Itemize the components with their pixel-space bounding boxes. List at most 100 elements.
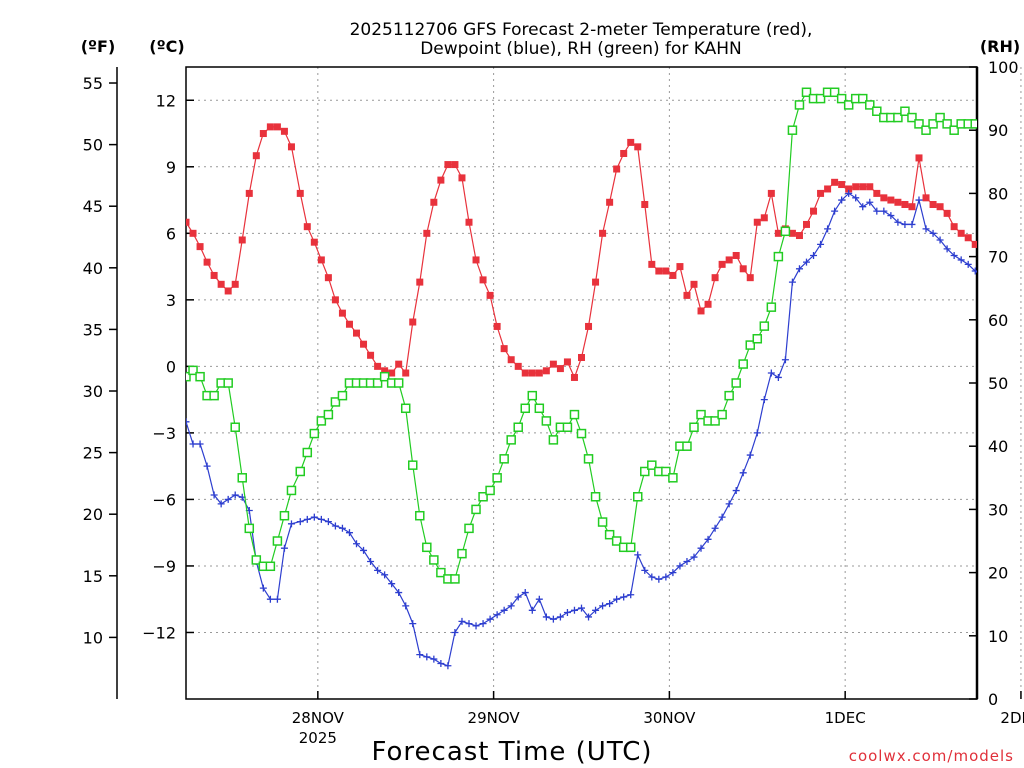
series-clip-group <box>186 87 1014 670</box>
fahrenheit-tick-label: 45 <box>83 197 103 216</box>
rh-point <box>970 119 977 129</box>
dewpoint-point <box>196 440 204 448</box>
dewpoint-point <box>760 396 768 404</box>
rh-point <box>372 378 383 388</box>
temperature-point <box>725 256 733 264</box>
dewpoint-point <box>943 245 951 253</box>
rh-point <box>265 561 276 572</box>
rh-tick-label: 70 <box>988 248 1008 267</box>
temperature-point <box>451 161 459 169</box>
rh-point <box>506 435 516 445</box>
rh-point <box>415 510 425 521</box>
dewpoint-point <box>303 515 311 523</box>
temperature-point <box>310 238 318 246</box>
rh-point <box>787 125 798 135</box>
rh-point <box>450 574 460 584</box>
rh-point <box>647 460 657 470</box>
dewpoint-point <box>697 544 705 552</box>
rh-tick-label: 90 <box>988 121 1008 140</box>
credit-text: coolwx.com/models <box>849 747 1014 765</box>
rh-point <box>286 485 297 496</box>
rh-point <box>682 441 692 451</box>
dewpoint-point <box>287 520 295 528</box>
dewpoint-point <box>259 584 267 592</box>
dewpoint-point <box>374 566 382 574</box>
temperature-point <box>556 365 564 373</box>
dewpoint-point <box>203 462 211 470</box>
rh-point <box>604 529 615 540</box>
celsius-tick-label: 3 <box>166 291 176 310</box>
rh-point <box>752 334 763 344</box>
rh-point <box>738 359 748 369</box>
dewpoint-point <box>217 500 225 508</box>
dewpoint-point <box>367 558 375 566</box>
temperature-point <box>1007 276 1014 283</box>
temperature-point <box>444 161 452 169</box>
temperature-point <box>479 276 487 284</box>
rh-point <box>272 536 283 546</box>
dewpoint-point <box>310 513 318 521</box>
dewpoint-point <box>767 369 775 377</box>
rh-point <box>611 536 622 546</box>
dewpoint-point <box>887 212 895 220</box>
rh-point <box>576 428 587 439</box>
fahrenheit-tick-label: 35 <box>83 320 103 339</box>
dewpoint-point <box>979 272 986 279</box>
rh-point <box>499 454 509 464</box>
rh-point <box>780 226 791 237</box>
rh-point <box>195 371 205 382</box>
dewpoint-point <box>774 373 782 381</box>
rh-point <box>492 473 502 483</box>
rh-point <box>527 390 538 401</box>
rh-point <box>759 321 770 331</box>
dewpoint-point <box>957 256 965 264</box>
temperature-point <box>210 271 218 279</box>
temperature-point <box>697 307 705 315</box>
temperature-point <box>500 345 508 353</box>
rh-point <box>436 567 446 578</box>
celsius-tick-label: −12 <box>142 623 176 642</box>
fahrenheit-tick-label: 10 <box>83 628 103 647</box>
dewpoint-point <box>423 653 431 661</box>
rh-point <box>689 422 699 432</box>
chart-title-line2: Dewpoint (blue), RH (green) for KAHN <box>420 39 742 59</box>
dewpoint-point <box>753 429 761 437</box>
temperature-point <box>217 280 225 288</box>
rh-point <box>900 106 910 116</box>
dewpoint-point <box>852 194 860 202</box>
dewpoint-point <box>189 440 197 448</box>
temperature-point <box>507 356 515 364</box>
dewpoint-point <box>845 189 853 197</box>
rh-tick-label: 50 <box>988 374 1008 393</box>
rh-point <box>724 390 734 401</box>
rh-point <box>717 409 727 420</box>
series-layer <box>186 87 1014 670</box>
temperature-point <box>979 252 986 259</box>
rh-point <box>188 365 198 376</box>
rh-point <box>745 340 755 350</box>
temperature-point <box>486 291 494 299</box>
temperature-point <box>465 218 473 226</box>
temperature-point <box>866 183 874 191</box>
fahrenheit-tick-label: 25 <box>83 444 103 463</box>
dewpoint-point <box>648 573 656 581</box>
rh-point <box>464 523 474 534</box>
x-tick-label: 29NOV <box>468 709 521 727</box>
temperature-point <box>760 214 768 222</box>
rh-point <box>696 409 706 420</box>
dewpoint-point <box>634 551 642 559</box>
rh-point <box>513 422 523 432</box>
temperature-point <box>542 367 550 375</box>
dewpoint-point <box>507 602 515 610</box>
temperature-point <box>528 369 536 377</box>
temperature-point <box>273 123 281 131</box>
celsius-unit-label: (ºC) <box>149 37 184 56</box>
rh-point <box>640 466 650 477</box>
rh-point <box>323 409 334 420</box>
rh-point <box>829 87 840 98</box>
temperature-point <box>388 369 396 377</box>
rh-tick-label: 10 <box>988 627 1008 646</box>
celsius-tick-label: −6 <box>152 490 176 509</box>
dewpoint-point <box>599 602 607 610</box>
temperature-point <box>514 362 522 370</box>
